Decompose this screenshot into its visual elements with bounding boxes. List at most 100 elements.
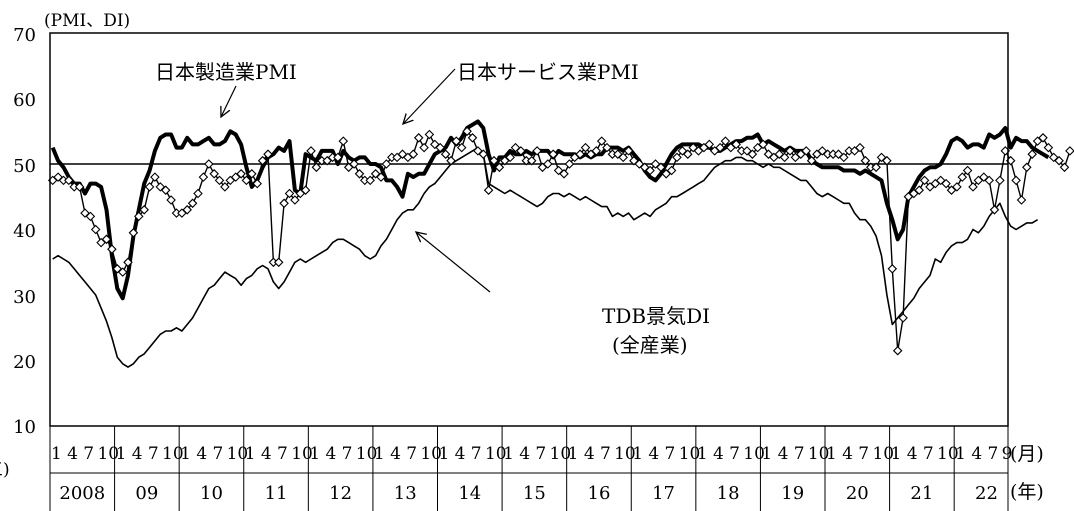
services-pmi-point xyxy=(166,195,176,205)
services-pmi-point xyxy=(1027,149,1037,159)
annotation-services-pmi: 日本サービス業PMI xyxy=(457,60,639,84)
month-tick-label: 9 xyxy=(1002,444,1013,464)
month-tick-label: 4 xyxy=(778,444,789,464)
month-tick-label: 7 xyxy=(277,444,288,464)
services-pmi-point xyxy=(596,136,607,146)
services-pmi-point xyxy=(1011,175,1021,186)
services-pmi-point xyxy=(1016,195,1027,205)
month-tick-label: 4 xyxy=(67,444,78,464)
services-pmi-point xyxy=(467,133,478,143)
services-pmi-point xyxy=(704,139,715,150)
y-axis-labels: 70 60 50 40 30 20 10 xyxy=(13,25,36,438)
month-tick-label: 7 xyxy=(600,444,611,464)
services-pmi-point xyxy=(220,182,230,192)
services-pmi-point xyxy=(101,234,112,245)
year-tick-label: 10 xyxy=(200,483,223,504)
services-pmi-point xyxy=(887,264,898,274)
month-tick-label: 7 xyxy=(212,444,223,464)
left-edge-fragment: 三) xyxy=(0,460,10,480)
plot-area-frame xyxy=(49,32,1009,427)
services-pmi-point xyxy=(435,142,445,153)
y-tick-label: 30 xyxy=(13,287,36,308)
services-pmi-point xyxy=(871,162,881,173)
services-pmi-point xyxy=(209,169,219,179)
y-unit-label: (PMI、DI) xyxy=(44,11,130,31)
services-pmi-point xyxy=(456,142,467,153)
year-tick-label: 18 xyxy=(717,483,740,504)
services-pmi-point xyxy=(187,198,198,209)
services-pmi-point xyxy=(273,257,284,268)
month-tick-label: 10 xyxy=(485,444,507,464)
year-tick-label: 19 xyxy=(781,483,804,504)
services-pmi-point xyxy=(941,178,951,189)
month-tick-label: 7 xyxy=(923,444,934,464)
services-pmi-point xyxy=(580,142,591,153)
series-line-tdb-di xyxy=(52,146,1039,368)
month-tick-label: 1 xyxy=(439,444,450,464)
services-pmi-point xyxy=(839,152,849,163)
month-tick-label: 4 xyxy=(455,444,466,464)
services-pmi-point xyxy=(989,205,1000,215)
year-tick-label: 09 xyxy=(135,483,158,504)
services-pmi-point xyxy=(548,149,558,159)
month-tick-label: 7 xyxy=(665,444,676,464)
year-tick-label: 13 xyxy=(394,483,417,504)
month-tick-label: 4 xyxy=(648,444,659,464)
annotation-services-arrow xyxy=(403,68,456,124)
year-tick-label: 21 xyxy=(910,483,933,504)
month-tick-label: 7 xyxy=(729,444,740,464)
month-tick-label: 10 xyxy=(679,444,701,464)
month-tick-label: 7 xyxy=(406,444,417,464)
year-tick-label: 11 xyxy=(265,483,288,504)
year-tick-label: 20 xyxy=(846,483,869,504)
services-pmi-point xyxy=(543,159,553,169)
services-pmi-point xyxy=(413,133,424,143)
annotation-tdb-industry: (全産業) xyxy=(612,333,688,357)
year-tick-label: 17 xyxy=(652,483,675,504)
y-tick-label: 20 xyxy=(13,352,36,373)
month-tick-label: 10 xyxy=(162,444,184,464)
services-pmi-point xyxy=(618,152,628,163)
y-tick-label: 60 xyxy=(13,90,36,111)
year-tick-label: 2008 xyxy=(59,483,105,504)
services-pmi-point xyxy=(279,198,289,209)
services-pmi-point xyxy=(731,139,741,150)
month-tick-label: 4 xyxy=(390,444,401,464)
month-tick-label: 10 xyxy=(550,444,572,464)
services-pmi-point xyxy=(516,146,526,156)
services-pmi-point xyxy=(855,142,865,153)
month-tick-label: 1 xyxy=(51,444,62,464)
services-pmi-point xyxy=(419,142,429,153)
services-pmi-point xyxy=(672,152,682,163)
services-pmi-point xyxy=(1022,162,1032,173)
annotation-tdb-arrow xyxy=(416,232,491,293)
services-pmi-point xyxy=(559,169,569,179)
services-pmi-point xyxy=(656,162,666,173)
month-tick-label: 7 xyxy=(794,444,805,464)
services-pmi-point xyxy=(446,155,456,166)
services-pmi-point xyxy=(785,146,795,156)
services-pmi-point xyxy=(451,136,462,146)
services-pmi-point xyxy=(602,142,612,153)
services-pmi-point xyxy=(128,228,139,238)
month-tick-label: 4 xyxy=(325,444,336,464)
month-tick-label: 1 xyxy=(180,444,191,464)
services-pmi-point xyxy=(85,211,96,222)
services-pmi-point xyxy=(962,165,973,176)
services-pmi-point xyxy=(591,146,602,156)
services-pmi-point xyxy=(349,159,359,169)
services-pmi-point xyxy=(263,149,273,159)
month-tick-label: 10 xyxy=(743,444,765,464)
month-tick-label: 4 xyxy=(971,444,982,464)
services-pmi-point xyxy=(338,136,349,146)
year-tick-label: 12 xyxy=(329,483,352,504)
services-pmi-point xyxy=(984,175,994,186)
services-pmi-point xyxy=(489,155,499,166)
services-pmi-point xyxy=(1065,146,1074,156)
services-pmi-point xyxy=(424,129,435,140)
services-pmi-point xyxy=(758,139,768,150)
month-tick-label: 1 xyxy=(245,444,256,464)
month-tick-label: 10 xyxy=(420,444,442,464)
month-tick-label: 1 xyxy=(568,444,579,464)
